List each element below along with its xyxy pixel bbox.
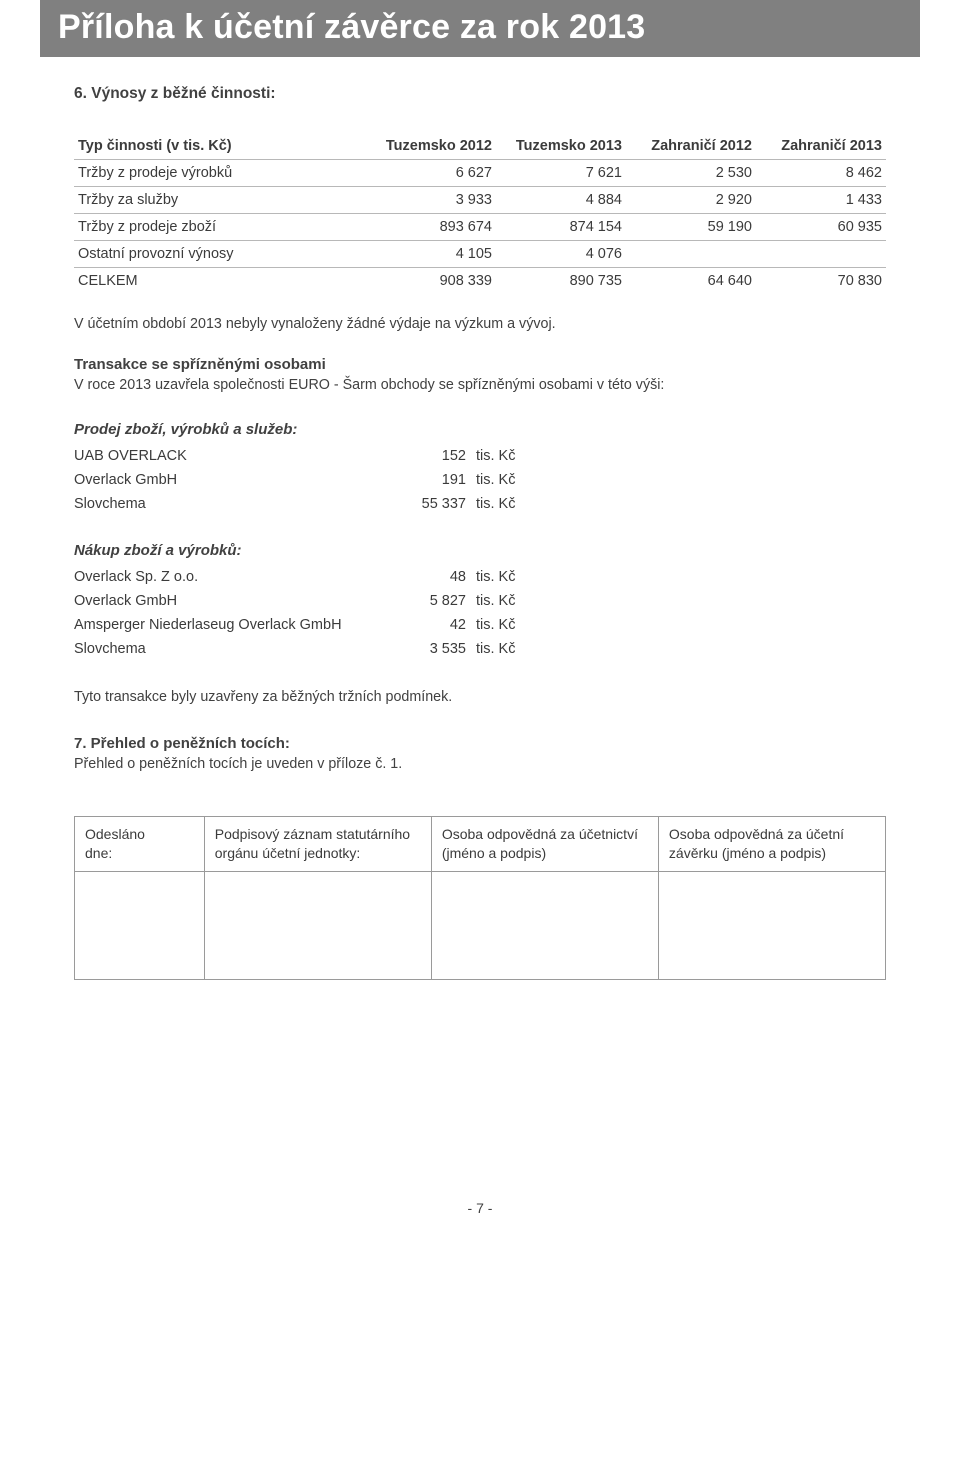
signature-table: Odesláno dne: Podpisový záznam statutárn… — [74, 816, 886, 980]
cell — [756, 241, 886, 268]
cell: Overlack Sp. Z o.o. — [74, 565, 412, 589]
cell: tis. Kč — [476, 468, 515, 492]
col-header: Zahraničí 2012 — [626, 133, 756, 160]
cell: 4 884 — [496, 187, 626, 214]
cell: Overlack GmbH — [74, 468, 412, 492]
section7-title: 7. Přehled o peněžních tocích: — [74, 735, 886, 752]
cell: Overlack GmbH — [74, 589, 412, 613]
cell: Tržby za služby — [74, 187, 366, 214]
cell: UAB OVERLACK — [74, 444, 412, 468]
table-row — [75, 871, 886, 979]
cell: 2 530 — [626, 160, 756, 187]
page-title: Příloha k účetní závěrce za rok 2013 — [58, 8, 902, 47]
col-header: Zahraničí 2013 — [756, 133, 886, 160]
cell: Osoba odpovědná za účetní závěrku (jméno… — [658, 817, 885, 872]
cell: Tržby z prodeje zboží — [74, 214, 366, 241]
cell — [626, 241, 756, 268]
section6-title: 6. Výnosy z běžné činnosti: — [74, 85, 886, 103]
cell: 60 935 — [756, 214, 886, 241]
cell: Slovchema — [74, 637, 412, 661]
transactions-heading: Transakce se spřízněnými osobami — [74, 356, 886, 373]
sales-table: UAB OVERLACK 152 tis. Kč Overlack GmbH 1… — [74, 444, 515, 516]
cell: 3 933 — [366, 187, 496, 214]
cell — [204, 871, 431, 979]
col-header: Tuzemsko 2012 — [366, 133, 496, 160]
page-header: Příloha k účetní závěrce za rok 2013 — [40, 0, 920, 57]
cell: 64 640 — [626, 268, 756, 295]
table-row: Overlack GmbH 191 tis. Kč — [74, 468, 515, 492]
cell: tis. Kč — [476, 492, 515, 516]
cell: 4 105 — [366, 241, 496, 268]
cell: 893 674 — [366, 214, 496, 241]
cell: 70 830 — [756, 268, 886, 295]
cell — [75, 871, 205, 979]
cell: 908 339 — [366, 268, 496, 295]
cell: CELKEM — [74, 268, 366, 295]
table-row: Overlack GmbH 5 827 tis. Kč — [74, 589, 515, 613]
cell: 55 337 — [412, 492, 476, 516]
cell: Ostatní provozní výnosy — [74, 241, 366, 268]
cell: 6 627 — [366, 160, 496, 187]
cell — [431, 871, 658, 979]
revenue-table: Typ činnosti (v tis. Kč) Tuzemsko 2012 T… — [74, 133, 886, 294]
cell: 8 462 — [756, 160, 886, 187]
cell: tis. Kč — [476, 565, 515, 589]
cell: Osoba odpovědná za účetnictví (jméno a p… — [431, 817, 658, 872]
cell: Slovchema — [74, 492, 412, 516]
section7-text: Přehled o peněžních tocích je uveden v p… — [74, 754, 886, 774]
cell: 5 827 — [412, 589, 476, 613]
table-row: Tržby za služby 3 933 4 884 2 920 1 433 — [74, 187, 886, 214]
cell: 152 — [412, 444, 476, 468]
purchases-table: Overlack Sp. Z o.o. 48 tis. Kč Overlack … — [74, 565, 515, 661]
cell — [658, 871, 885, 979]
cell: Amsperger Niederlaseug Overlack GmbH — [74, 613, 412, 637]
table-row: Slovchema 3 535 tis. Kč — [74, 637, 515, 661]
cell: 4 076 — [496, 241, 626, 268]
table-row: Ostatní provozní výnosy 4 105 4 076 — [74, 241, 886, 268]
sales-heading: Prodej zboží, výrobků a služeb: — [74, 421, 886, 438]
cell: tis. Kč — [476, 444, 515, 468]
cell: tis. Kč — [476, 589, 515, 613]
section6-note: V účetním období 2013 nebyly vynaloženy … — [74, 314, 886, 334]
table-row: Overlack Sp. Z o.o. 48 tis. Kč — [74, 565, 515, 589]
cell: Podpisový záznam statutárního orgánu úče… — [204, 817, 431, 872]
cell: 7 621 — [496, 160, 626, 187]
cell: tis. Kč — [476, 613, 515, 637]
table-row: CELKEM 908 339 890 735 64 640 70 830 — [74, 268, 886, 295]
cell: 42 — [412, 613, 476, 637]
col-header: Typ činnosti (v tis. Kč) — [74, 133, 366, 160]
cell: Odesláno dne: — [75, 817, 205, 872]
transactions-closing: Tyto transakce byly uzavřeny za běžných … — [74, 687, 886, 707]
table-row: Odesláno dne: Podpisový záznam statutárn… — [75, 817, 886, 872]
table-row: Tržby z prodeje zboží 893 674 874 154 59… — [74, 214, 886, 241]
cell: 191 — [412, 468, 476, 492]
cell: 890 735 — [496, 268, 626, 295]
table-header-row: Typ činnosti (v tis. Kč) Tuzemsko 2012 T… — [74, 133, 886, 160]
page-number: - 7 - — [0, 1200, 960, 1246]
table-row: Slovchema 55 337 tis. Kč — [74, 492, 515, 516]
table-row: Tržby z prodeje výrobků 6 627 7 621 2 53… — [74, 160, 886, 187]
cell: 2 920 — [626, 187, 756, 214]
table-row: UAB OVERLACK 152 tis. Kč — [74, 444, 515, 468]
table-row: Amsperger Niederlaseug Overlack GmbH 42 … — [74, 613, 515, 637]
cell: 59 190 — [626, 214, 756, 241]
cell: tis. Kč — [476, 637, 515, 661]
cell: 874 154 — [496, 214, 626, 241]
purchases-heading: Nákup zboží a výrobků: — [74, 542, 886, 559]
cell: 48 — [412, 565, 476, 589]
cell: Tržby z prodeje výrobků — [74, 160, 366, 187]
cell: 3 535 — [412, 637, 476, 661]
page-content: 6. Výnosy z běžné činnosti: Typ činnosti… — [0, 57, 960, 980]
cell: 1 433 — [756, 187, 886, 214]
col-header: Tuzemsko 2013 — [496, 133, 626, 160]
transactions-intro: V roce 2013 uzavřela společnosti EURO - … — [74, 375, 886, 395]
